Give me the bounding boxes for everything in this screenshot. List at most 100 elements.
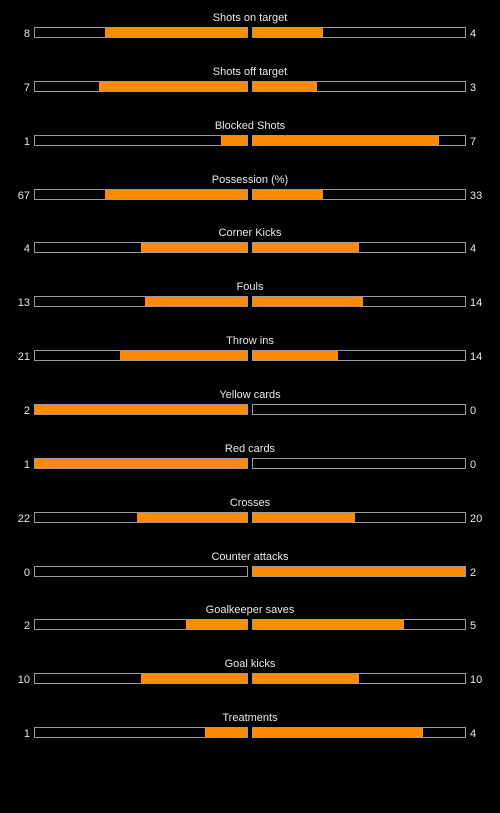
away-bar (252, 81, 466, 92)
stat-label: Fouls (236, 281, 264, 293)
away-value: 33 (470, 190, 483, 202)
away-bar (252, 619, 466, 630)
home-bar-fill (145, 297, 247, 306)
home-bar (34, 242, 248, 253)
stat-row-shots-off-target: Shots off target 7 3 (0, 61, 500, 101)
away-bar (252, 296, 466, 307)
stat-row-red-cards: Red cards 1 0 (0, 438, 500, 478)
away-bar-fill (253, 513, 355, 522)
away-value: 0 (470, 405, 477, 417)
away-bar-fill (253, 243, 359, 252)
home-bar-fill (136, 513, 247, 522)
away-bar (252, 350, 466, 361)
stat-row-possession: Possession (%) 67 33 (0, 169, 500, 209)
home-value: 2 (23, 620, 30, 632)
away-bar-fill (253, 674, 359, 683)
away-value: 10 (470, 674, 483, 686)
away-value: 4 (470, 28, 477, 40)
home-bar (34, 512, 248, 523)
away-bar-fill (253, 728, 423, 737)
away-bar (252, 566, 466, 577)
home-bar-fill (141, 243, 247, 252)
away-bar-fill (253, 620, 404, 629)
stat-label: Possession (%) (211, 174, 289, 186)
stat-row-shots-on-target: Shots on target 8 4 (0, 7, 500, 47)
away-value: 14 (470, 351, 483, 363)
home-bar (34, 296, 248, 307)
away-value: 14 (470, 297, 483, 309)
home-bar (34, 673, 248, 684)
home-value: 21 (17, 351, 30, 363)
stat-row-treatments: Treatments 1 4 (0, 707, 500, 747)
stat-label: Yellow cards (219, 389, 281, 401)
home-value: 2 (23, 405, 30, 417)
home-bar (34, 135, 248, 146)
away-bar (252, 404, 466, 415)
stat-label: Throw ins (226, 335, 274, 347)
stat-row-goalkeeper-saves: Goalkeeper saves 2 5 (0, 599, 500, 639)
home-bar (34, 27, 248, 38)
stat-label: Corner Kicks (218, 227, 282, 239)
stat-label: Blocked Shots (214, 120, 286, 132)
home-bar (34, 619, 248, 630)
home-bar-fill (119, 351, 247, 360)
home-value: 4 (23, 243, 30, 255)
home-bar-fill (98, 82, 247, 91)
stat-row-yellow-cards: Yellow cards 2 0 (0, 384, 500, 424)
home-bar (34, 566, 248, 577)
away-bar (252, 512, 466, 523)
away-bar-fill (253, 136, 439, 145)
home-bar (34, 189, 248, 200)
home-value: 1 (23, 728, 30, 740)
home-value: 10 (17, 674, 30, 686)
home-bar (34, 727, 248, 738)
away-bar (252, 135, 466, 146)
home-bar (34, 81, 248, 92)
away-bar-fill (253, 82, 317, 91)
away-value: 20 (470, 513, 483, 525)
home-value: 1 (23, 136, 30, 148)
home-value: 8 (23, 28, 30, 40)
home-bar (34, 404, 248, 415)
home-bar-fill (35, 459, 247, 468)
home-bar (34, 350, 248, 361)
away-bar-fill (253, 567, 465, 576)
away-bar (252, 727, 466, 738)
home-value: 7 (23, 82, 30, 94)
away-value: 5 (470, 620, 477, 632)
home-bar-fill (141, 674, 247, 683)
away-value: 4 (470, 728, 477, 740)
away-bar (252, 673, 466, 684)
home-bar-fill (104, 190, 247, 199)
stat-row-corner-kicks: Corner Kicks 4 4 (0, 222, 500, 262)
home-bar-fill (204, 728, 247, 737)
stat-label: Treatments (222, 712, 278, 724)
stat-row-goal-kicks: Goal kicks 10 10 (0, 653, 500, 693)
stat-label: Counter attacks (211, 551, 289, 563)
away-bar-fill (253, 28, 323, 37)
stat-row-blocked-shots: Blocked Shots 1 7 (0, 115, 500, 155)
home-value: 1 (23, 459, 30, 471)
away-bar (252, 189, 466, 200)
away-bar-fill (253, 351, 338, 360)
away-value: 7 (470, 136, 477, 148)
away-value: 2 (470, 567, 477, 579)
away-bar (252, 242, 466, 253)
stat-row-fouls: Fouls 13 14 (0, 276, 500, 316)
stat-row-crosses: Crosses 22 20 (0, 492, 500, 532)
home-bar-fill (35, 405, 247, 414)
home-value: 22 (17, 513, 30, 525)
away-bar (252, 27, 466, 38)
home-value: 0 (23, 567, 30, 579)
away-bar (252, 458, 466, 469)
home-bar-fill (104, 28, 247, 37)
away-value: 4 (470, 243, 477, 255)
stat-label: Shots off target (212, 66, 288, 78)
stat-label: Shots on target (212, 12, 288, 24)
home-value: 13 (17, 297, 30, 309)
away-bar-fill (253, 190, 323, 199)
stat-row-throw-ins: Throw ins 21 14 (0, 330, 500, 370)
home-value: 67 (17, 190, 30, 202)
stat-label: Goal kicks (224, 658, 276, 670)
